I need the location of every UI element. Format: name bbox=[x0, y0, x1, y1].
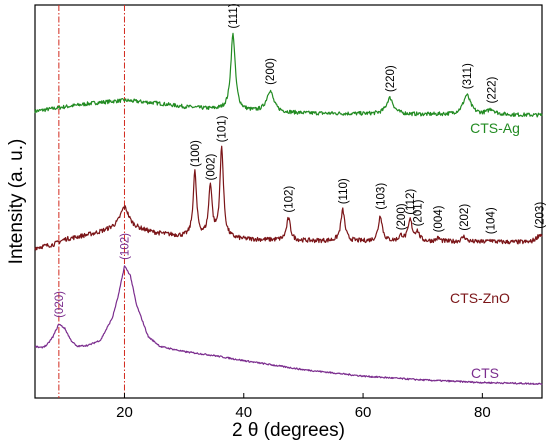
peak-label: (102) bbox=[120, 233, 132, 260]
x-tick-label: 20 bbox=[116, 404, 133, 421]
peak-label: (102) bbox=[284, 186, 296, 213]
series-label-cts-ag: CTS-Ag bbox=[470, 120, 520, 136]
x-tick-label: 80 bbox=[474, 404, 491, 421]
peak-label: (200) bbox=[396, 203, 408, 230]
peak-label: (311) bbox=[462, 63, 474, 89]
y-axis-title: Intensity (a. u.) bbox=[6, 139, 27, 265]
peak-label: (101) bbox=[217, 115, 229, 142]
series-label-cts-zno: CTS-ZnO bbox=[450, 290, 510, 306]
peak-label: (110) bbox=[338, 178, 350, 204]
peak-label: (202) bbox=[459, 204, 471, 231]
peak-label: (222) bbox=[486, 76, 498, 103]
plot-frame bbox=[34, 4, 543, 399]
series-line-cts-ag bbox=[34, 32, 543, 118]
x-axis-title: 2 θ (degrees) bbox=[232, 420, 345, 441]
peak-label: (111) bbox=[228, 3, 240, 28]
peak-label: (200) bbox=[265, 58, 277, 85]
peak-label: (103) bbox=[375, 183, 387, 210]
peak-label: (002) bbox=[205, 153, 217, 180]
peak-label: (112) bbox=[405, 189, 417, 215]
x-tick-label: 40 bbox=[235, 404, 252, 421]
series-line-cts bbox=[34, 265, 543, 385]
peak-label: (220) bbox=[385, 65, 397, 92]
peak-label: (104) bbox=[486, 207, 498, 234]
peak-label: (020) bbox=[54, 291, 66, 318]
series-line-cts-zno bbox=[34, 145, 543, 251]
peak-label: (100) bbox=[190, 140, 202, 167]
peak-label: (004) bbox=[433, 205, 445, 232]
x-tick-label: 60 bbox=[355, 404, 372, 421]
peak-label: (203) bbox=[535, 202, 547, 229]
peak-label: (201) bbox=[412, 199, 424, 226]
series-label-cts: CTS bbox=[471, 365, 499, 381]
